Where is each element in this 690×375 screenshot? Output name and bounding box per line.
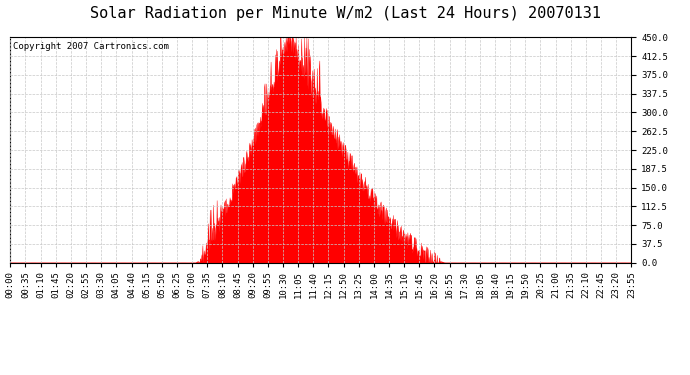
Text: Solar Radiation per Minute W/m2 (Last 24 Hours) 20070131: Solar Radiation per Minute W/m2 (Last 24… xyxy=(90,6,600,21)
Text: Copyright 2007 Cartronics.com: Copyright 2007 Cartronics.com xyxy=(14,42,169,51)
